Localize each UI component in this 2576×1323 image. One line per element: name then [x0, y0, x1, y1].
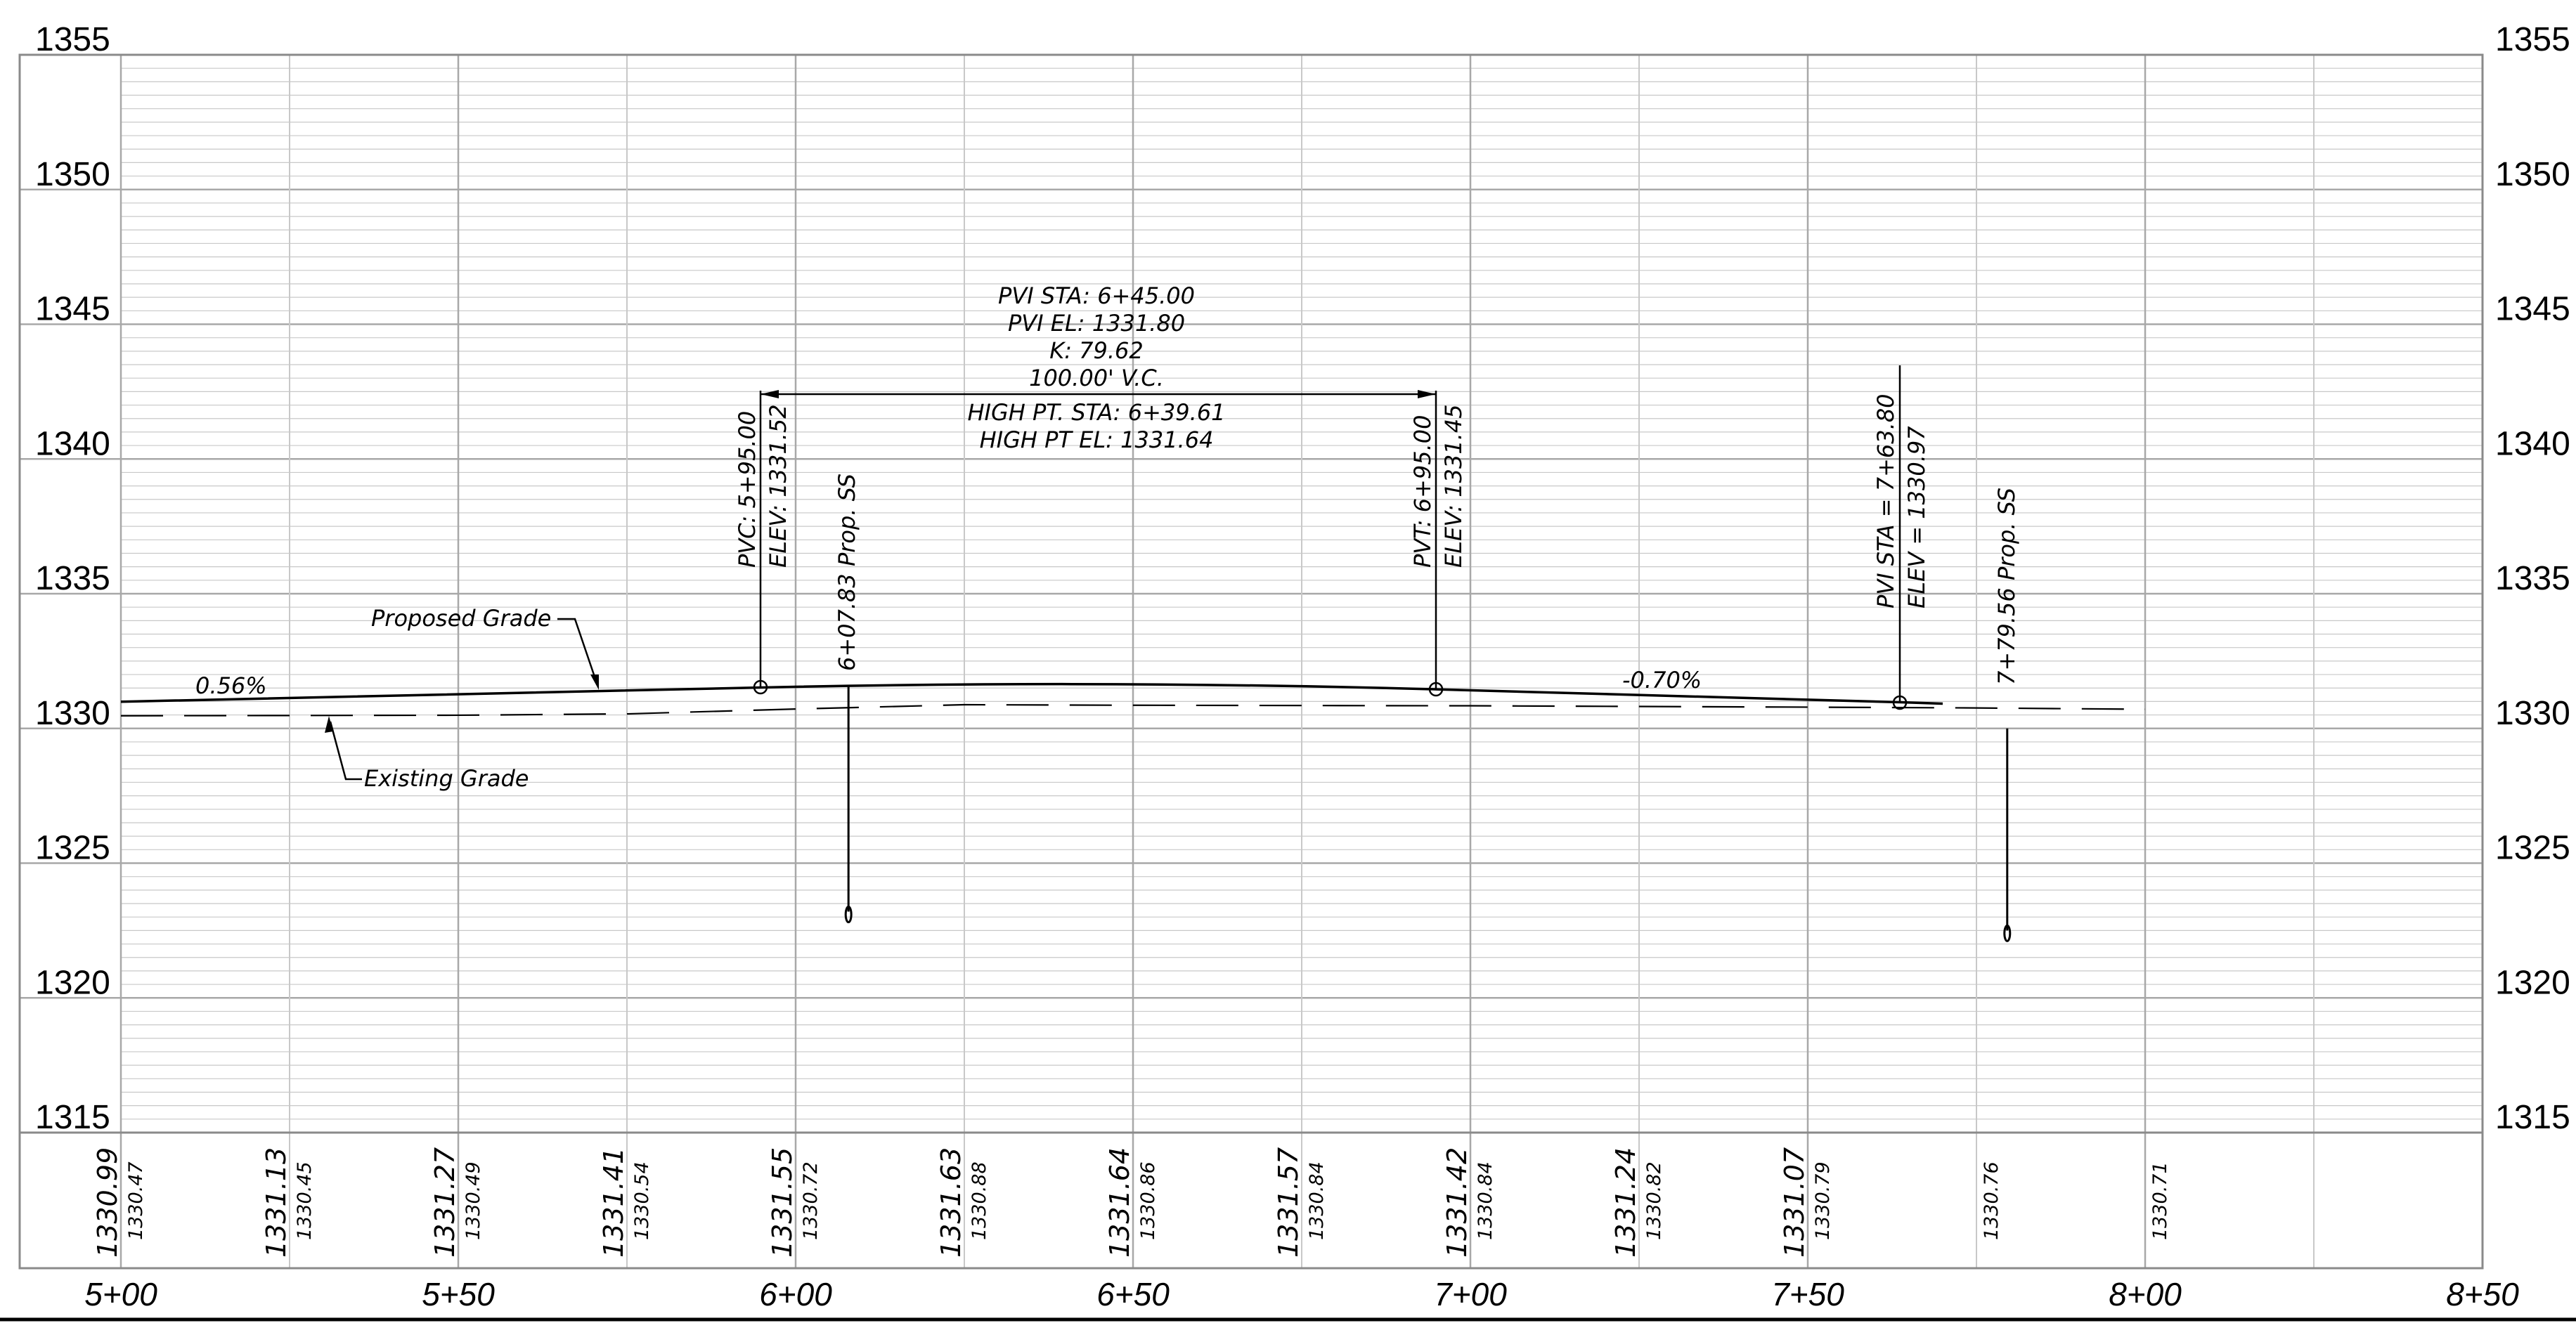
proposed-elevation-value: 1330.99: [92, 1147, 123, 1258]
pvi-station-label: PVI STA = 7+63.80: [1872, 393, 1899, 608]
sheet-frame: [0, 53, 2576, 1322]
existing-grade-leader: [329, 721, 362, 781]
plot-border: [18, 53, 2484, 1270]
elevation-label-right: 1320: [2495, 964, 2570, 1001]
elevation-label-right: 1340: [2495, 425, 2570, 462]
station-label: 8+50: [2446, 1276, 2519, 1312]
pvt-circle: [1428, 682, 1444, 697]
proposed-grade-label: Proposed Grade: [371, 605, 551, 632]
proposed-elevation-value: 1331.64: [1104, 1147, 1135, 1258]
existing-grade-leader-arrow: [325, 716, 333, 733]
left-grade-label: 0.56%: [195, 672, 267, 699]
proposed-elevation-value: 1331.55: [767, 1147, 798, 1258]
right-grade-label: -0.70%: [1622, 667, 1702, 693]
vc-dimension-arrow-right: [1418, 390, 1436, 398]
pvi-marker: PVI STA = 7+63.80 ELEV = 1330.97: [1872, 365, 1930, 710]
existing-elevation-value: 1330.47: [125, 1161, 147, 1240]
pvt-elevation-label: ELEV: 1331.45: [1440, 404, 1467, 568]
proposed-elevation-value: 1331.41: [598, 1147, 629, 1258]
existing-elevation-value: 1330.82: [1643, 1161, 1665, 1240]
high-point-elevation-label: HIGH PT EL: 1331.64: [980, 426, 1214, 453]
elevation-label-left: 1325: [35, 830, 110, 867]
pvc-elevation-label: ELEV: 1331.52: [765, 404, 791, 568]
pvc-circle: [753, 679, 768, 695]
proposed-elevation-value: 1331.57: [1273, 1147, 1304, 1258]
elevation-label-left: 1345: [35, 291, 110, 328]
profile-lines: [120, 682, 2146, 942]
structure-label-2: 7+79.56 Prop. SS: [1993, 488, 2020, 685]
proposed-elevation-value: 1331.24: [1610, 1147, 1641, 1258]
vc-dimension-arrow-left: [760, 390, 779, 398]
pvc-station-label: PVC: 5+95.00: [734, 411, 760, 568]
elevation-label-left: 1355: [35, 21, 110, 58]
elevation-label-left: 1335: [35, 560, 110, 597]
elevation-label-right: 1315: [2495, 1099, 2570, 1136]
elevation-label-left: 1330: [35, 695, 110, 732]
vertical-curve-annotation: PVI STA: 6+45.00 PVI EL: 1331.80 K: 79.6…: [760, 282, 1436, 453]
elevation-label-right: 1345: [2495, 291, 2570, 328]
station-axis: 5+00 5+50 6+00 6+50 7+00 7+50 8+00 8+50: [84, 1276, 2519, 1312]
proposed-elevation-value: 1331.07: [1779, 1147, 1810, 1258]
existing-elevation-value: 1330.84: [1306, 1161, 1328, 1240]
proposed-grade-leader: [557, 618, 599, 686]
existing-elevation-value: 1330.54: [631, 1161, 653, 1240]
pvi-station-label: PVI STA: 6+45.00: [998, 282, 1195, 309]
existing-elevation-value: 1330.86: [1137, 1161, 1159, 1240]
elevation-label-left: 1340: [35, 425, 110, 462]
pvc-marker: PVC: 5+95.00 ELEV: 1331.52: [734, 391, 791, 695]
existing-elevation-value: 1330.45: [294, 1161, 316, 1240]
station-label: 5+50: [422, 1276, 495, 1312]
proposed-elevation-value: 1331.27: [429, 1147, 460, 1258]
pvi-circle: [1892, 695, 1908, 710]
proposed-grade-leader-arrow: [590, 674, 599, 690]
existing-elevation-value: 1330.84: [1475, 1161, 1496, 1240]
pvt-station-label: PVT: 6+95.00: [1409, 415, 1436, 568]
k-value-label: K: 79.62: [1049, 337, 1144, 364]
proposed-elevation-value: 1331.42: [1442, 1147, 1473, 1258]
structure-invert-marker: [2003, 924, 2012, 942]
elevation-label-right: 1355: [2495, 21, 2570, 58]
existing-elevation-value: 1330.79: [1812, 1161, 1834, 1240]
elevation-label-left: 1320: [35, 964, 110, 1001]
vc-length-label: 100.00' V.C.: [1029, 365, 1164, 391]
proposed-elevation-value: 1331.63: [936, 1147, 966, 1258]
structure-label-1: 6+07.83 Prop. SS: [834, 474, 860, 671]
existing-elevation-value: 1330.71: [2149, 1161, 2171, 1240]
existing-elevation-value: 1330.72: [800, 1161, 822, 1240]
proposed-elevation-value: 1331.13: [261, 1147, 292, 1258]
station-label: 7+50: [1771, 1276, 1844, 1312]
existing-elevation-value: 1330.88: [969, 1161, 990, 1240]
existing-elevation-value: 1330.49: [462, 1161, 484, 1240]
existing-elevation-value: 1330.76: [1981, 1161, 2002, 1240]
high-point-station-label: HIGH PT. STA: 6+39.61: [967, 399, 1225, 426]
pvi-elevation-label: PVI EL: 1331.80: [1008, 310, 1185, 337]
elevation-label-right: 1330: [2495, 695, 2570, 732]
elevation-label-right: 1335: [2495, 560, 2570, 597]
elevation-label-left: 1350: [35, 156, 110, 193]
station-label: 7+00: [1434, 1276, 1507, 1312]
station-label: 6+00: [759, 1276, 832, 1312]
elevation-label-right: 1325: [2495, 830, 2570, 867]
elevation-label-right: 1350: [2495, 156, 2570, 193]
station-label: 8+00: [2109, 1276, 2182, 1312]
elevation-axes: 1355 1355 1350 1350 1345 1345 1340 1340 1335 1335…: [35, 21, 2570, 1136]
existing-grade-label: Existing Grade: [364, 765, 529, 792]
elevation-label-left: 1315: [35, 1099, 110, 1136]
profile-grid: [20, 53, 2484, 1268]
station-label: 6+50: [1096, 1276, 1170, 1312]
existing-grade-line: [120, 703, 2146, 717]
structure-invert-marker: [844, 906, 853, 924]
pvt-marker: PVT: 6+95.00 ELEV: 1331.45: [1409, 391, 1467, 697]
station-label: 5+00: [84, 1276, 157, 1312]
elevation-table: 1330.99 1330.47 1331.13 1330.45 1331.27 1330.…: [92, 1147, 2171, 1258]
pvi-elevation-label: ELEV = 1330.97: [1903, 426, 1930, 608]
